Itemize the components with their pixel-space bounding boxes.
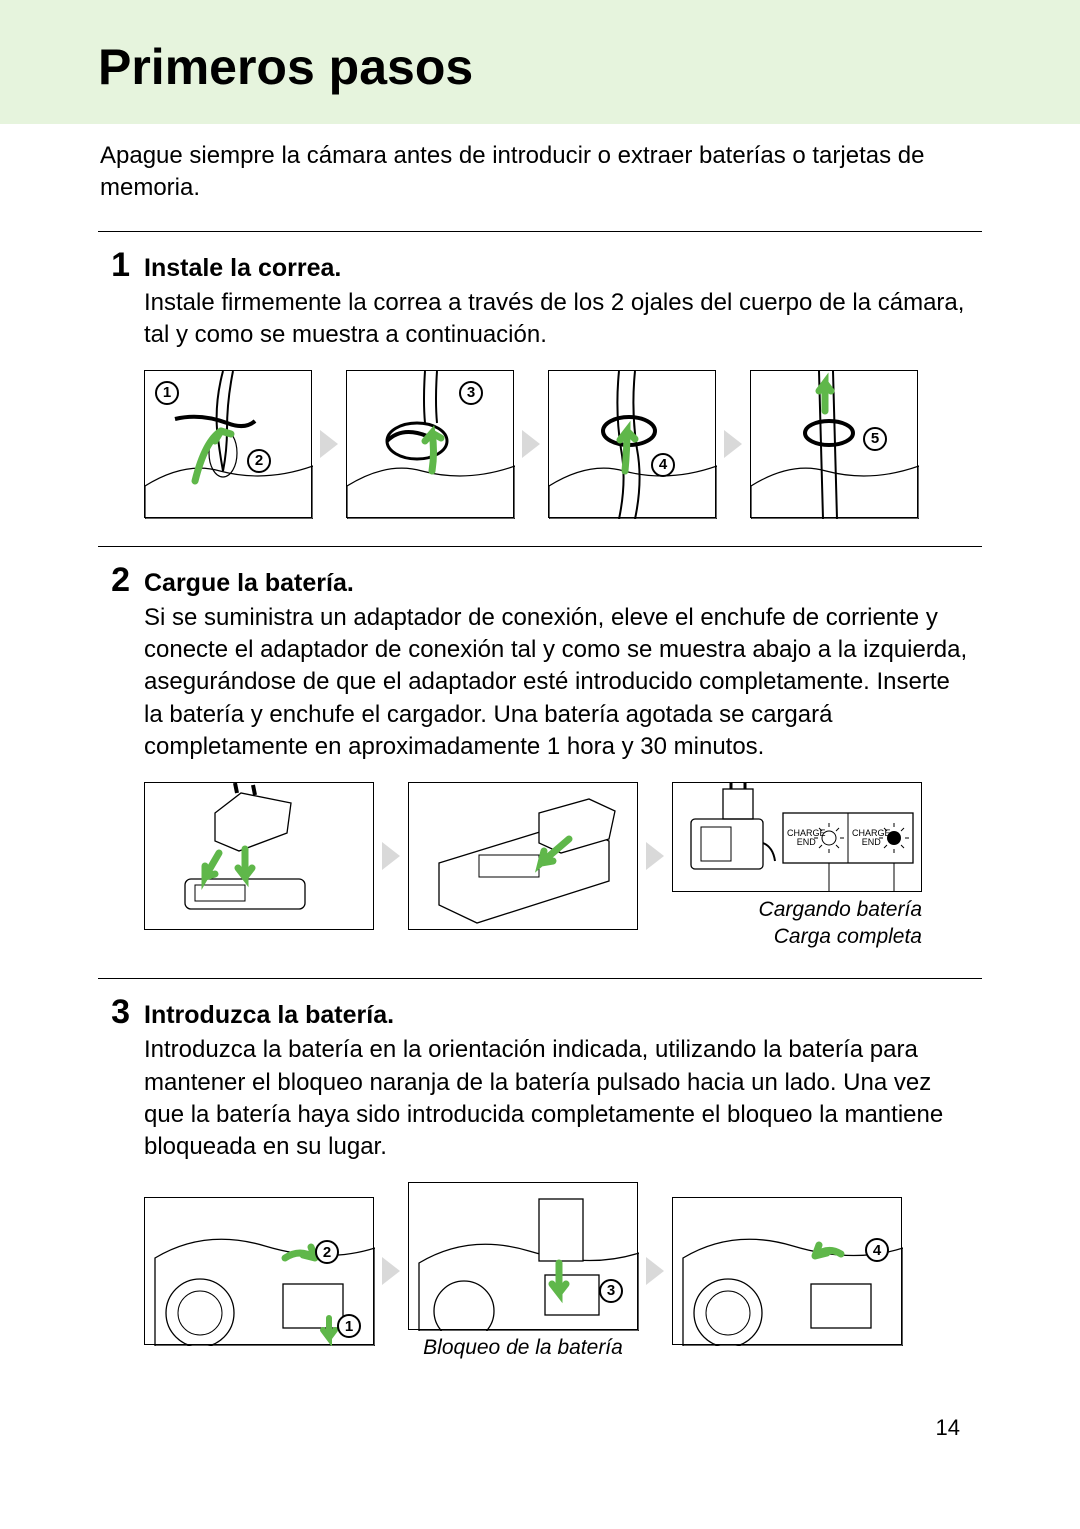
- strap-fig-2: 3: [346, 370, 514, 518]
- marker-2: 2: [247, 449, 271, 473]
- step-arrow-icon: [646, 1257, 664, 1285]
- marker-3: 3: [459, 381, 483, 405]
- marker-4: 4: [651, 453, 675, 477]
- insert-figures: 2 1 3 Bloqueo de la batería: [100, 1164, 970, 1375]
- strap-fig-4: 5: [750, 370, 918, 518]
- charger-fig-2: [408, 782, 638, 930]
- step-title: Introduzca la batería.: [144, 1001, 394, 1030]
- strap-fig-3: 4: [548, 370, 716, 518]
- charge-indicator-label: CHARGEEND: [852, 829, 891, 848]
- charger-fig-3: CHARGEEND CHARGEEND: [672, 782, 922, 892]
- manual-page: Primeros pasos Apague siempre la cámara …: [0, 0, 1080, 1471]
- step-arrow-icon: [646, 842, 664, 870]
- insert-fig-2-wrap: 3 Bloqueo de la batería: [408, 1182, 638, 1361]
- step-arrow-icon: [522, 430, 540, 458]
- insert-fig-3: 4: [672, 1197, 902, 1345]
- charge-indicator-label: CHARGEEND: [787, 829, 826, 848]
- step-arrow-icon: [382, 842, 400, 870]
- step-body: Instale firmemente la correa a través de…: [100, 285, 970, 352]
- step-number: 1: [100, 246, 130, 285]
- charge-figures: CHARGEEND CHARGEEND Cargando batería Car…: [100, 764, 970, 965]
- insert-fig-2: 3: [408, 1182, 638, 1330]
- title-band: Primeros pasos: [0, 0, 1080, 124]
- step-title: Cargue la batería.: [144, 569, 354, 598]
- step-number: 2: [100, 561, 130, 600]
- strap-figures: 1 2 3: [100, 352, 970, 532]
- step-1: 1 Instale la correa. Instale firmemente …: [0, 232, 1080, 542]
- page-title: Primeros pasos: [98, 38, 1080, 96]
- full-caption: Carga completa: [672, 923, 922, 950]
- step-title: Instale la correa.: [144, 254, 341, 283]
- step-arrow-icon: [320, 430, 338, 458]
- step-arrow-icon: [724, 430, 742, 458]
- charger-fig-3-wrap: CHARGEEND CHARGEEND Cargando batería Car…: [672, 782, 922, 951]
- step-3: 3 Introduzca la batería. Introduzca la b…: [0, 979, 1080, 1385]
- marker-5: 5: [863, 427, 887, 451]
- step-2: 2 Cargue la batería. Si se suministra un…: [0, 547, 1080, 975]
- step-body: Introduzca la batería en la orientación …: [100, 1032, 970, 1164]
- charger-fig-1: [144, 782, 374, 930]
- page-number: 14: [0, 1385, 1080, 1441]
- lock-caption: Bloqueo de la batería: [408, 1330, 638, 1361]
- strap-fig-1: 1 2: [144, 370, 312, 518]
- step-number: 3: [100, 993, 130, 1032]
- intro-text: Apague siempre la cámara antes de introd…: [0, 124, 1080, 227]
- step-body: Si se suministra un adaptador de conexió…: [100, 600, 970, 764]
- insert-fig-1: 2 1: [144, 1197, 374, 1345]
- marker-3: 3: [599, 1279, 623, 1303]
- charging-caption: Cargando batería: [672, 892, 922, 923]
- step-arrow-icon: [382, 1257, 400, 1285]
- marker-1: 1: [155, 381, 179, 405]
